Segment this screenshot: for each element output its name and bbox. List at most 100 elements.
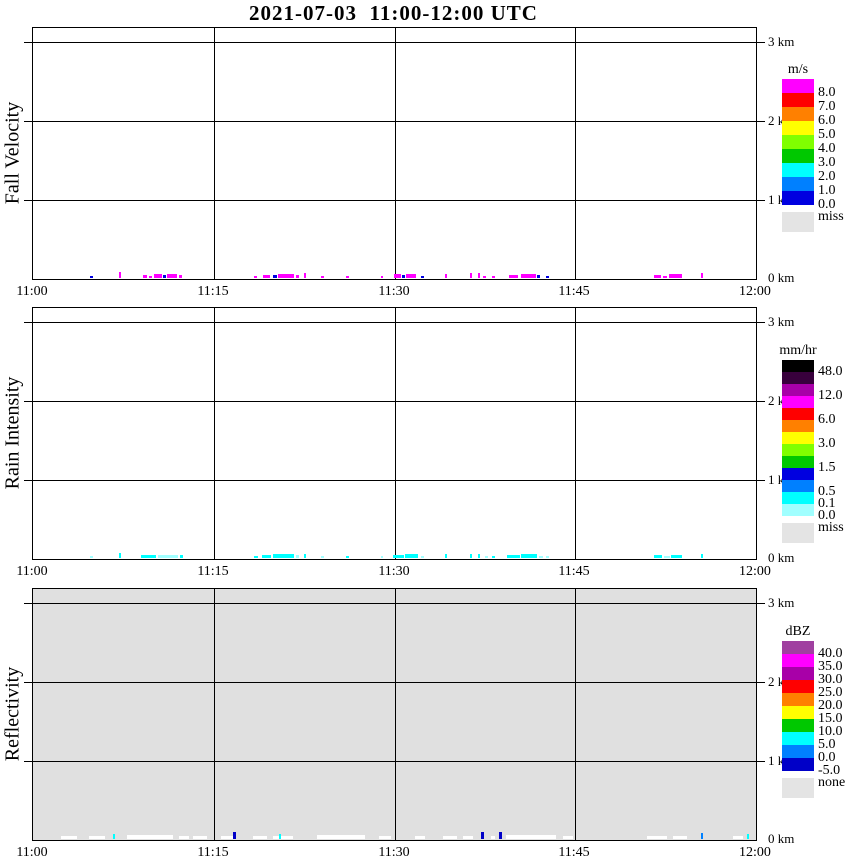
x-tick-label: 11:15 <box>197 845 229 860</box>
y-axis-label-fall-velocity: Fall Velocity <box>1 101 24 204</box>
data-mark <box>521 274 536 278</box>
data-mark <box>89 836 105 839</box>
colorbar-tick-label: 0.5 <box>818 484 836 499</box>
data-mark <box>346 276 349 278</box>
colorbar-tick-label: 25.0 <box>818 685 843 700</box>
y-tick-label: 0 km <box>768 831 795 846</box>
plot-area-reflectivity <box>32 588 757 841</box>
data-mark <box>491 836 495 839</box>
time-gridline <box>395 28 396 279</box>
data-mark <box>317 835 365 839</box>
missing-label: none <box>818 775 846 790</box>
colorbar-swatch <box>782 693 814 706</box>
data-mark <box>483 276 486 278</box>
colorbar-tick-label: 8.0 <box>818 85 836 100</box>
axis-tick-right <box>757 761 765 762</box>
x-tick-label: 11:15 <box>197 284 229 299</box>
colorbar-swatch <box>782 149 814 163</box>
missing-swatch <box>782 778 814 798</box>
time-gridline <box>395 589 396 840</box>
colorbar-swatch <box>782 372 814 384</box>
colorbar-unit-label: mm/hr <box>779 343 817 358</box>
data-mark <box>167 274 177 278</box>
data-mark <box>253 836 267 839</box>
colorbar-tick-label: 15.0 <box>818 711 843 726</box>
y-tick-label: 3 km <box>768 595 795 610</box>
colorbar-tick-label: 1.0 <box>818 183 836 198</box>
x-tick-label: 11:15 <box>197 564 229 579</box>
data-mark <box>381 276 383 278</box>
x-tick-label: 12:00 <box>739 845 771 860</box>
data-mark <box>481 832 484 839</box>
colorbar-swatch <box>782 432 814 444</box>
axis-tick-right <box>757 42 765 43</box>
data-mark <box>421 276 424 278</box>
colorbar-swatch <box>782 396 814 408</box>
colorbar-swatch <box>782 758 814 771</box>
data-mark <box>478 554 480 558</box>
height-gridline <box>33 480 756 481</box>
data-mark <box>537 275 540 278</box>
colorbar-unit-label: dBZ <box>785 624 811 639</box>
axis-tick-right <box>757 682 765 683</box>
data-mark <box>521 554 537 558</box>
y-tick-label: 3 km <box>768 314 795 329</box>
data-mark <box>254 276 257 278</box>
data-mark <box>445 274 447 278</box>
colorbar-swatch <box>782 163 814 177</box>
data-mark <box>507 555 520 558</box>
data-mark <box>296 555 299 558</box>
colorbar-tick-label: 48.0 <box>818 364 843 379</box>
colorbar-tick-label: 20.0 <box>818 698 843 713</box>
data-mark <box>304 554 306 558</box>
data-mark <box>263 275 270 278</box>
colorbar-swatch <box>782 745 814 758</box>
axis-tick-right <box>757 322 765 323</box>
data-mark <box>381 556 383 558</box>
data-mark <box>421 556 424 558</box>
data-mark <box>273 554 294 558</box>
height-gridline <box>33 121 756 122</box>
colorbar-tick-label: 7.0 <box>818 99 836 114</box>
colorbar-tick-label: 6.0 <box>818 113 836 128</box>
data-mark <box>179 275 182 278</box>
missing-label: miss <box>818 209 844 224</box>
colorbar-tick-label: 12.0 <box>818 388 843 403</box>
data-mark <box>733 836 743 839</box>
x-tick-label: 11:45 <box>558 284 590 299</box>
colorbar-tick-label: 6.0 <box>818 412 836 427</box>
colorbar-swatch <box>782 420 814 432</box>
axis-tick-left <box>24 322 32 323</box>
data-mark <box>193 836 207 839</box>
x-tick-label: 11:45 <box>558 564 590 579</box>
colorbar-swatch <box>782 408 814 420</box>
colorbar-swatch <box>782 79 814 93</box>
data-mark <box>485 556 488 558</box>
time-gridline <box>395 308 396 559</box>
data-mark <box>393 555 404 558</box>
colorbar-swatch <box>782 135 814 149</box>
colorbar-tick-label: 0.0 <box>818 197 836 212</box>
data-mark <box>654 275 661 278</box>
data-mark <box>405 554 418 558</box>
data-mark <box>127 835 173 839</box>
axis-tick-left <box>24 121 32 122</box>
colorbar-swatch <box>782 107 814 121</box>
colorbar-swatch <box>782 456 814 468</box>
data-mark <box>296 275 299 278</box>
data-mark <box>233 832 236 839</box>
colorbar-swatch <box>782 93 814 107</box>
data-mark <box>119 553 121 558</box>
data-mark <box>445 554 447 558</box>
data-mark <box>379 836 391 839</box>
data-mark <box>221 836 233 839</box>
colorbar-tick-label: 40.0 <box>818 646 843 661</box>
colorbar-swatch <box>782 177 814 191</box>
colorbar-tick-label: 5.0 <box>818 127 836 142</box>
data-mark <box>141 555 156 558</box>
time-gridline <box>575 589 576 840</box>
time-gridline <box>214 589 215 840</box>
x-tick-label: 12:00 <box>739 284 771 299</box>
data-mark <box>180 555 183 558</box>
axis-tick-left <box>24 682 32 683</box>
